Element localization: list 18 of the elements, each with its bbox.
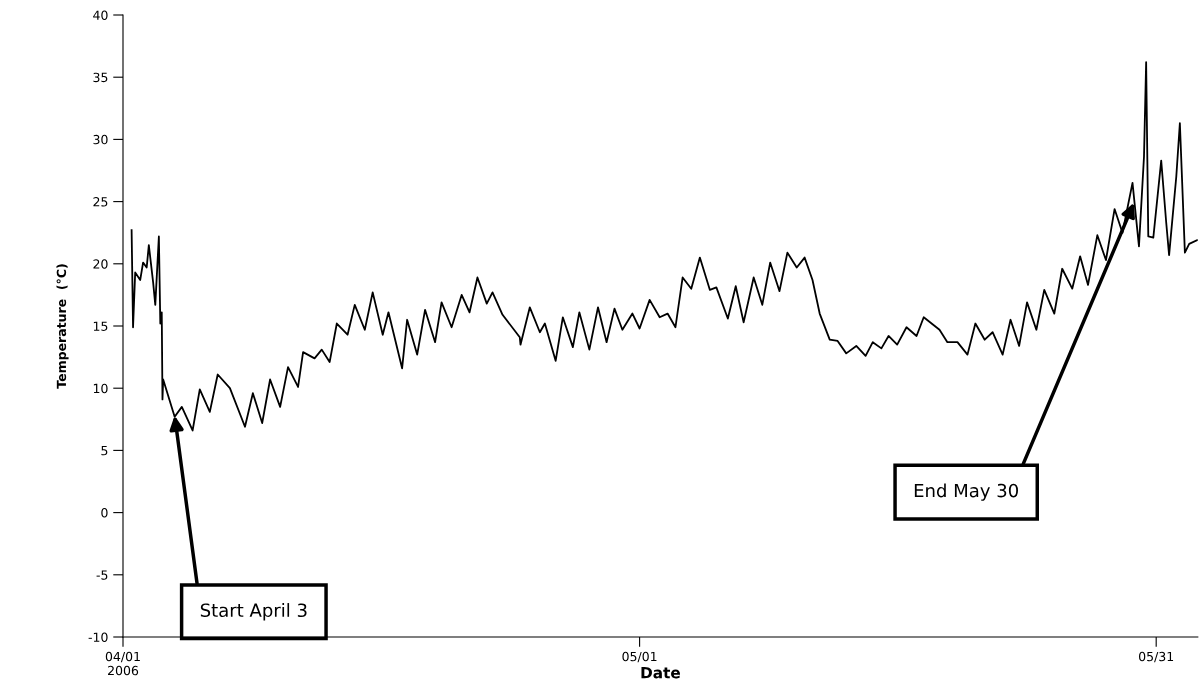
y-tick-label: 5 xyxy=(101,446,108,456)
y-tick-label: 35 xyxy=(93,72,108,83)
y-tick-label: 25 xyxy=(93,197,108,207)
y-axis-title: Temperature (°C) xyxy=(56,264,69,389)
annotation: Start April 3 xyxy=(200,603,307,621)
y-tick-label: 20 xyxy=(93,259,108,269)
x-tick-label: 05/31 xyxy=(1139,651,1174,663)
x-tick-label: 05/01 xyxy=(622,651,657,663)
x-tick-label: 04/01 2006 xyxy=(105,651,140,676)
x-axis-title: Date xyxy=(641,667,680,679)
y-tick-label: 10 xyxy=(93,383,108,394)
y-tick-label: 0 xyxy=(101,508,108,518)
y-tick-label: 40 xyxy=(93,10,108,20)
y-tick-label: 15 xyxy=(93,321,108,331)
y-tick-label: 30 xyxy=(93,134,108,145)
y-tick-label: -10 xyxy=(88,632,108,642)
annotation: End May 30 xyxy=(914,483,1019,501)
y-tick-label: -5 xyxy=(96,570,108,580)
